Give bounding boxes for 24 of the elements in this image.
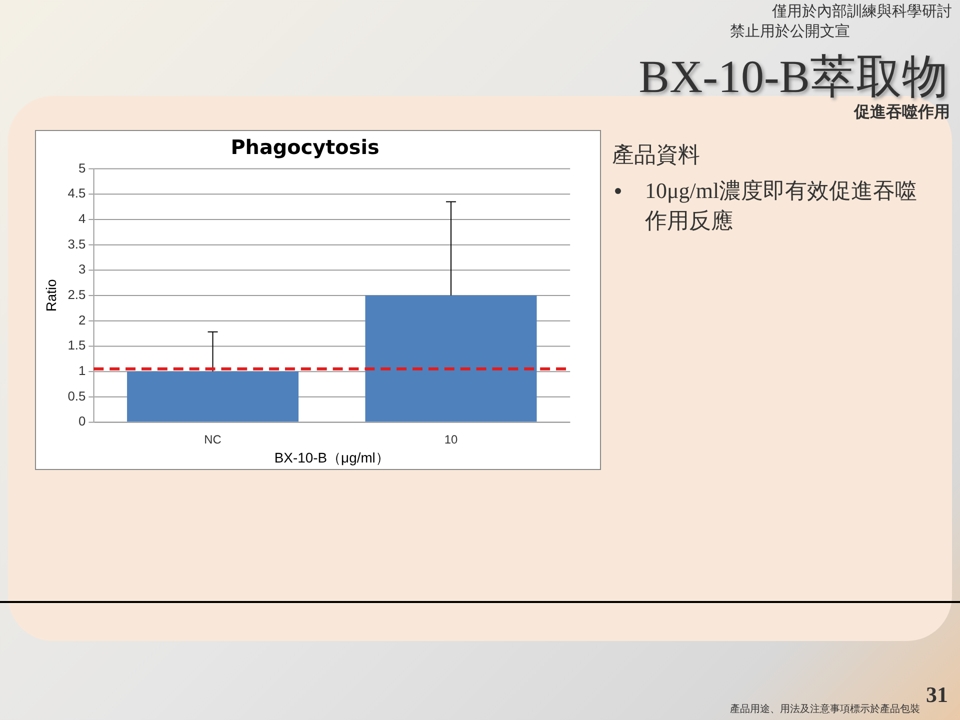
text: 禁止用於公開文宣 — [730, 22, 850, 41]
text: BX-10-B萃取物 — [638, 50, 948, 104]
y-tick-label: 1 — [78, 362, 86, 378]
y-axis-title: Ratio — [43, 278, 60, 312]
x-axis-title: BX-10-B（μg/ml） — [274, 450, 390, 466]
y-tick-label: 3 — [78, 262, 86, 277]
y-tick-label: 5 — [78, 160, 86, 176]
y-tick-label: 0.5 — [68, 388, 86, 404]
y-tick-label: 2.5 — [68, 287, 86, 302]
x-tick-label: 10 — [444, 432, 458, 446]
text: 產品用途、用法及注意事項標示於產品包裝 — [730, 702, 920, 716]
text: 產品資料 — [612, 142, 700, 170]
text: 僅用於內部訓練與科學研討 — [772, 2, 952, 21]
text: 10μg/ml濃度即有效促進吞噬作用反應 — [645, 177, 918, 235]
y-tick-label: 4 — [78, 211, 86, 226]
text: 31 — [926, 682, 948, 708]
x-tick-label: NC — [204, 432, 222, 446]
text: 促進吞噬作用 — [854, 102, 950, 123]
y-tick-label: 2 — [78, 312, 86, 328]
y-tick-label: 3.5 — [68, 236, 86, 252]
y-tick-label: 0 — [78, 414, 86, 429]
chart-title: Phagocytosis — [230, 136, 380, 160]
y-tick-label: 4.5 — [68, 186, 86, 201]
y-tick-label: 1.5 — [68, 338, 86, 353]
